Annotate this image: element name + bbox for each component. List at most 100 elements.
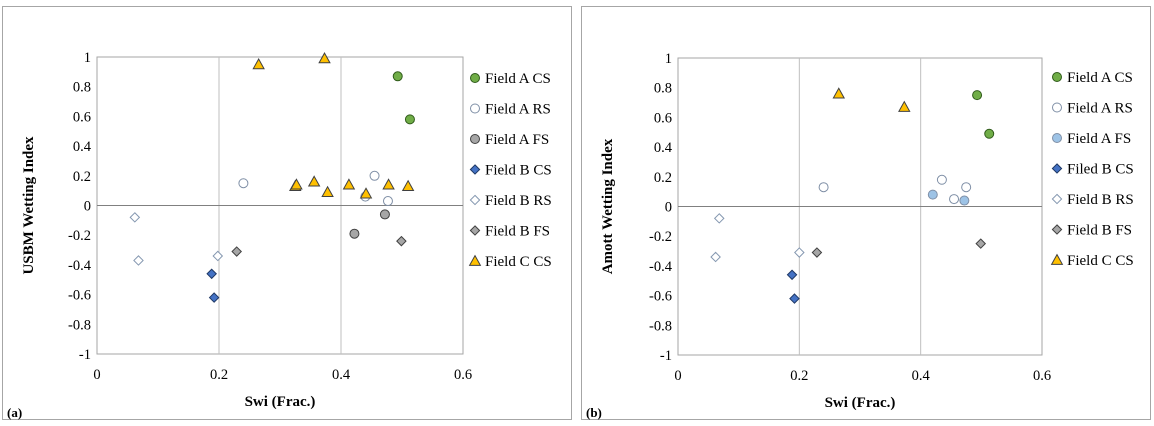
legend-marker (1051, 163, 1063, 174)
legend-label: Field A RS (1067, 101, 1133, 117)
y-axis-title: USBM Wetting Index (21, 136, 37, 275)
x-axis-title: Swi (Frac.) (245, 394, 316, 410)
data-point (208, 292, 220, 303)
usbm-wetting-index-chart: 10.80.60.40.20-0.2-0.4-0.6-0.8-10 0.2 0.4 0… (7, 50, 552, 420)
series-field-b-cs (206, 268, 220, 303)
legend-label: Field A RS (485, 102, 551, 118)
legend-marker (1052, 102, 1062, 113)
data-point (369, 170, 380, 181)
legend-label: Field A CS (485, 71, 551, 87)
legend-label: Field B RS (1067, 192, 1134, 208)
data-point (898, 100, 911, 112)
legend-label: Field B FS (485, 224, 550, 240)
data-point (212, 250, 224, 262)
series-field-a-rs (238, 170, 393, 207)
x-tick-label: 0 (674, 368, 681, 384)
data-point (794, 247, 805, 258)
data-point (949, 194, 960, 205)
y-tick-label: -0.2 (649, 229, 672, 245)
data-point (927, 189, 938, 200)
series-field-b-rs (129, 212, 224, 266)
y-tick-label: 0.8 (654, 81, 672, 97)
legend-label: Field B RS (485, 193, 552, 209)
x-tick-label: 0 (93, 367, 100, 383)
legend-marker (469, 225, 481, 236)
y-tick-label: 0 (84, 199, 91, 215)
data-point (359, 187, 373, 199)
data-point (206, 268, 217, 280)
x-tick-label: 0.6 (454, 367, 472, 383)
series-filed-b-cs (786, 269, 800, 304)
data-point (307, 175, 321, 187)
x-tick-label: 0.4 (912, 368, 931, 384)
y-tick-label: 1 (665, 51, 672, 67)
legend-label: Field A CS (1067, 70, 1133, 86)
y-tick-label: 0.4 (654, 140, 673, 156)
x-tick-label: 0.2 (790, 368, 808, 384)
y-tick-label: 0.4 (73, 139, 92, 155)
data-point (713, 213, 725, 224)
data-point (959, 195, 970, 206)
chart-panel-a: 1 0.8 0.6 0.4 0.2 0 -0.2 -0.4 -0.6 -0.8 -1 0 0.2 0.4 0… (2, 6, 572, 420)
data-point (984, 128, 995, 139)
legend-marker (1052, 133, 1062, 143)
data-point (321, 185, 334, 197)
data-point (789, 293, 800, 304)
y-tick-label: -0.4 (649, 259, 673, 275)
y-tick-label: 0 (665, 200, 672, 216)
data-point (710, 251, 721, 263)
legend-marker (469, 164, 481, 175)
data-point (818, 182, 829, 193)
data-point (318, 52, 331, 64)
y-tick-label: 1 (84, 50, 91, 66)
panel-label: (a) (7, 405, 22, 420)
y-tick-label: -0.6 (649, 289, 672, 305)
data-point (129, 212, 141, 223)
data-point (238, 178, 249, 189)
data-point (342, 178, 356, 190)
data-point (231, 246, 242, 257)
legend-marker (468, 254, 482, 266)
series-field-b-rs (710, 213, 805, 263)
y-tick-label: 0.8 (73, 80, 91, 96)
y-tick-label: -0.4 (68, 258, 92, 274)
data-point (252, 57, 265, 70)
legend-label: Field C CS (485, 254, 552, 270)
legend-marker (1051, 193, 1063, 205)
amott-wetting-index-chart: 10.80.60.40.20-0.2-0.4-0.6-0.8-10 0.2 0.4 0… (586, 51, 1134, 420)
series-field-a-fs (349, 209, 390, 239)
x-tick-label: 0.6 (1033, 368, 1051, 384)
data-point (936, 174, 947, 185)
series-field-a-cs (392, 71, 415, 125)
y-axis-title: Amott Wetting Index (600, 138, 616, 274)
x-axis-title: Swi (Frac.) (825, 395, 896, 411)
data-point (290, 178, 303, 190)
legend-marker (1050, 253, 1064, 265)
data-point (382, 178, 395, 190)
data-point (961, 182, 972, 193)
series-field-b-fs (231, 235, 407, 257)
legend-marker (469, 194, 481, 206)
data-point (401, 179, 415, 192)
legend-label: Field A FS (1067, 131, 1131, 147)
series-field-a-rs (818, 174, 972, 205)
data-point (382, 196, 393, 207)
data-point (811, 247, 823, 258)
series-field-c-cs (252, 52, 415, 199)
legend-marker (1052, 72, 1062, 82)
y-tick-label: 0.6 (654, 110, 672, 126)
panel-label: (b) (586, 405, 602, 420)
y-tick-label: -1 (660, 348, 672, 364)
y-tick-label: 0.2 (73, 169, 91, 185)
data-point (392, 71, 403, 82)
y-tick-label: -0.8 (68, 317, 91, 333)
data-point (975, 238, 987, 249)
legend-label: Filed B CS (1067, 162, 1134, 178)
series-field-a-fs (927, 189, 970, 206)
data-point (379, 209, 390, 220)
data-point (396, 235, 407, 247)
y-tick-label: 0.6 (73, 109, 91, 125)
legend-label: Field B CS (485, 163, 552, 179)
legend-label: Field A FS (485, 132, 549, 148)
legend-marker (470, 134, 480, 144)
